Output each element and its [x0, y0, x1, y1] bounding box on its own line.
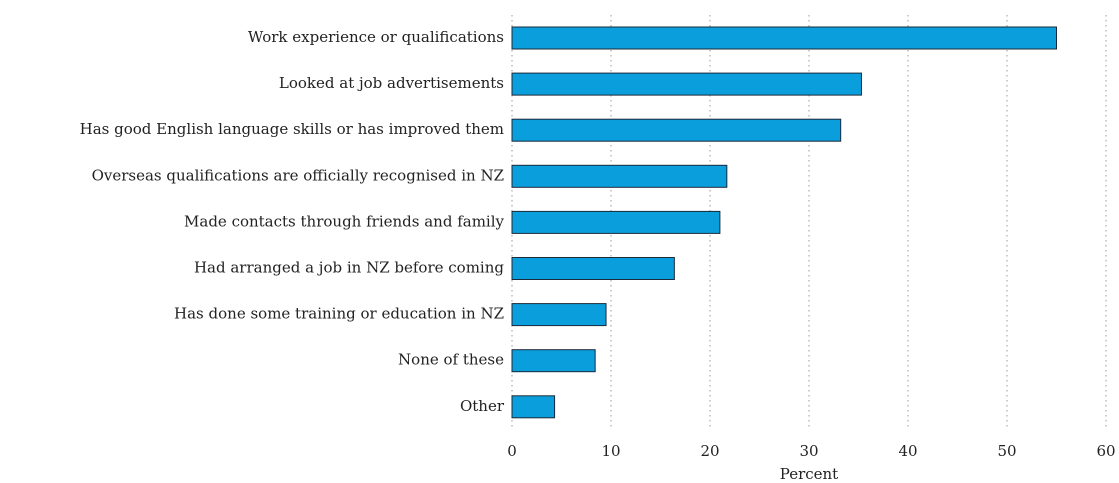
bar [511, 72, 862, 96]
y-tick-label: Work experience or qualifications [248, 28, 504, 46]
x-tick-label: 30 [799, 442, 818, 460]
x-tick-label: 40 [898, 442, 917, 460]
bar [511, 349, 596, 373]
bar [511, 257, 675, 280]
x-tick-label: 20 [700, 442, 719, 460]
bar [511, 210, 721, 234]
y-tick-label: Has good English language skills or has … [80, 120, 504, 138]
bar [511, 118, 842, 142]
y-tick-label: Has done some training or education in N… [174, 305, 504, 323]
bar [511, 303, 607, 327]
x-tick-label: 0 [507, 442, 517, 460]
y-tick-label: None of these [398, 351, 504, 369]
bar [511, 395, 556, 419]
y-tick-label: Looked at job advertisements [279, 74, 504, 92]
bar [511, 26, 1057, 50]
x-tick-label: 50 [997, 442, 1016, 460]
y-tick-label: Overseas qualifications are officially r… [92, 166, 504, 184]
y-tick-label: Had arranged a job in NZ before coming [194, 259, 504, 277]
x-tick-label: 60 [1096, 442, 1115, 460]
x-tick-label: 10 [601, 442, 620, 460]
y-tick-label: Made contacts through friends and family [184, 212, 504, 230]
y-tick-label: Other [460, 397, 505, 415]
x-axis-label: Percent [780, 465, 838, 483]
bar [511, 164, 728, 188]
